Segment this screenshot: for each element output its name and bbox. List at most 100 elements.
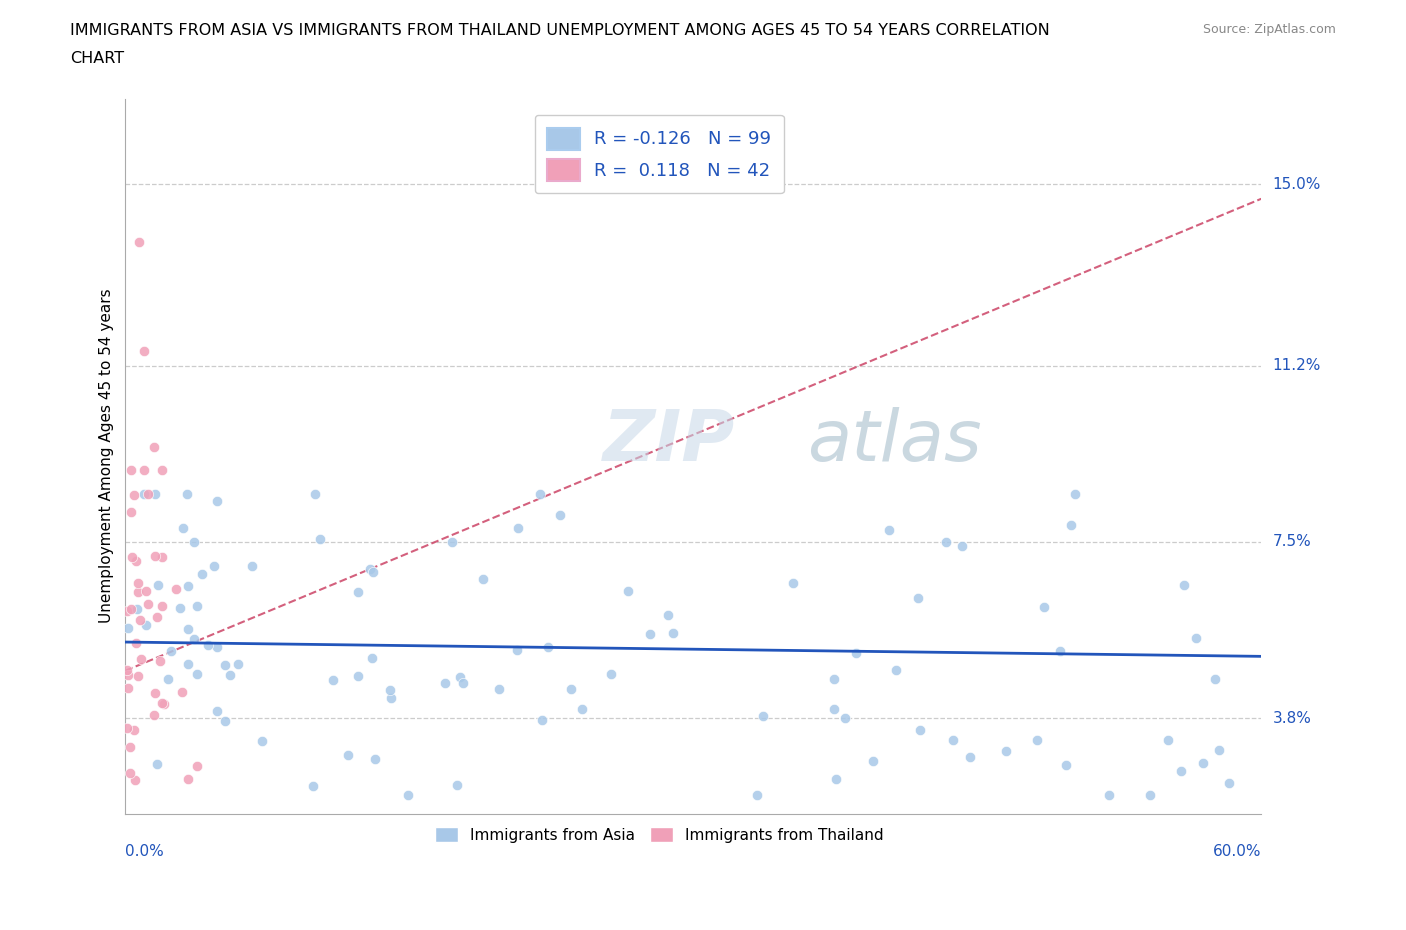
- Point: [935, 535, 957, 550]
- Point: [529, 487, 551, 502]
- Point: [120, 765, 142, 780]
- Point: [125, 554, 148, 569]
- Point: [451, 675, 474, 690]
- Point: [1218, 776, 1240, 790]
- Text: 11.2%: 11.2%: [1272, 358, 1320, 373]
- Point: [177, 621, 200, 636]
- Point: [124, 773, 146, 788]
- Point: [959, 750, 981, 764]
- Point: [177, 579, 200, 594]
- Point: [571, 702, 593, 717]
- Point: [152, 550, 174, 565]
- Point: [360, 650, 382, 665]
- Point: [1063, 487, 1085, 502]
- Point: [150, 599, 173, 614]
- Point: [347, 585, 370, 600]
- Point: [1060, 518, 1083, 533]
- Point: [662, 626, 685, 641]
- Text: CHART: CHART: [70, 51, 124, 66]
- Point: [250, 734, 273, 749]
- Point: [1157, 733, 1180, 748]
- Point: [177, 657, 200, 671]
- Text: ZIP: ZIP: [603, 407, 735, 476]
- Point: [446, 777, 468, 792]
- Text: 15.0%: 15.0%: [1272, 177, 1320, 192]
- Point: [1170, 764, 1192, 778]
- Point: [165, 581, 187, 596]
- Point: [560, 682, 582, 697]
- Point: [1208, 742, 1230, 757]
- Point: [143, 685, 166, 700]
- Point: [359, 562, 381, 577]
- Point: [304, 487, 326, 502]
- Point: [845, 646, 868, 661]
- Point: [205, 494, 228, 509]
- Point: [942, 733, 965, 748]
- Point: [117, 681, 139, 696]
- Point: [134, 344, 156, 359]
- Point: [134, 463, 156, 478]
- Point: [471, 571, 494, 586]
- Point: [136, 596, 159, 611]
- Point: [191, 566, 214, 581]
- Point: [449, 670, 471, 684]
- Text: Source: ZipAtlas.com: Source: ZipAtlas.com: [1202, 23, 1336, 36]
- Point: [823, 671, 845, 686]
- Point: [127, 585, 149, 600]
- Point: [782, 576, 804, 591]
- Point: [1033, 600, 1056, 615]
- Point: [531, 713, 554, 728]
- Point: [550, 508, 572, 523]
- Point: [186, 667, 208, 682]
- Point: [142, 439, 165, 454]
- Point: [183, 632, 205, 647]
- Point: [117, 668, 139, 683]
- Point: [322, 672, 344, 687]
- Point: [127, 602, 149, 617]
- Point: [124, 723, 146, 737]
- Point: [186, 759, 208, 774]
- Point: [825, 772, 848, 787]
- Point: [129, 652, 152, 667]
- Point: [1204, 671, 1226, 686]
- Point: [145, 610, 167, 625]
- Point: [862, 753, 884, 768]
- Point: [884, 662, 907, 677]
- Point: [599, 667, 621, 682]
- Point: [1139, 787, 1161, 802]
- Point: [169, 600, 191, 615]
- Point: [122, 487, 145, 502]
- Text: atlas: atlas: [807, 407, 981, 476]
- Point: [135, 584, 157, 599]
- Point: [347, 669, 370, 684]
- Point: [142, 708, 165, 723]
- Point: [380, 691, 402, 706]
- Point: [176, 487, 198, 502]
- Point: [125, 635, 148, 650]
- Point: [135, 618, 157, 632]
- Point: [508, 520, 530, 535]
- Point: [640, 627, 662, 642]
- Point: [127, 669, 149, 684]
- Point: [752, 709, 775, 724]
- Point: [120, 463, 142, 478]
- Point: [823, 701, 845, 716]
- Point: [834, 711, 856, 725]
- Point: [616, 583, 638, 598]
- Point: [1185, 631, 1208, 645]
- Point: [120, 739, 142, 754]
- Point: [172, 685, 194, 700]
- Point: [219, 667, 242, 682]
- Point: [1049, 644, 1071, 658]
- Point: [150, 696, 173, 711]
- Point: [172, 520, 194, 535]
- Point: [364, 751, 387, 766]
- Point: [183, 535, 205, 550]
- Point: [910, 723, 932, 737]
- Point: [143, 549, 166, 564]
- Point: [488, 682, 510, 697]
- Point: [149, 654, 172, 669]
- Point: [1054, 757, 1077, 772]
- Point: [159, 644, 181, 658]
- Point: [1026, 732, 1049, 747]
